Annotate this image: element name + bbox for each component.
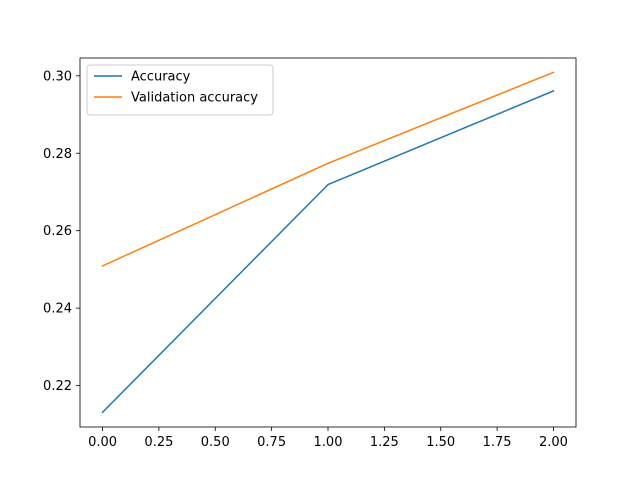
legend-label: Validation accuracy: [131, 91, 258, 106]
x-tick-label: 1.00: [314, 435, 343, 450]
legend: Accuracy Validation accuracy: [86, 64, 274, 116]
x-tick-label: 1.50: [426, 435, 455, 450]
legend-label: Accuracy: [131, 70, 191, 85]
series-line-0: [101, 89, 555, 414]
y-tick-label: 0.30: [43, 69, 72, 84]
y-tick-label: 0.26: [43, 224, 72, 239]
y-tick-label: 0.28: [43, 147, 72, 162]
plot-area: [101, 71, 555, 414]
y-tick-label: 0.22: [43, 379, 72, 394]
x-tick-label: 2.00: [539, 435, 568, 450]
x-tick-label: 0.75: [257, 435, 286, 450]
y-tick-label: 0.24: [43, 302, 72, 317]
x-tick-label: 1.75: [483, 435, 512, 450]
axes: 0.00 0.25 0.50 0.75 1.00 1.25 1.50 1.75 2.00 0.22…: [43, 57, 577, 450]
series-line-1: [101, 71, 555, 267]
x-tick-label: 0.00: [88, 435, 117, 450]
legend-box: [86, 64, 274, 116]
x-tick-label: 0.25: [144, 435, 173, 450]
x-tick-label: 0.50: [201, 435, 230, 450]
x-tick-label: 1.25: [370, 435, 399, 450]
